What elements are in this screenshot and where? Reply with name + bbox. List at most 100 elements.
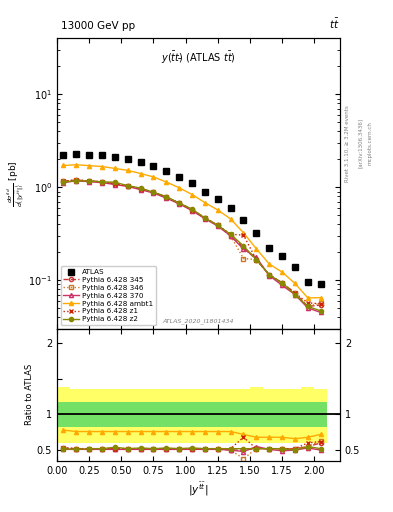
Pythia 6.428 346 bbox=[305, 303, 310, 309]
Pythia 6.428 z2 bbox=[125, 183, 130, 189]
Pythia 6.428 z2 bbox=[87, 178, 92, 184]
Pythia 6.428 ambt1 bbox=[215, 207, 220, 213]
Pythia 6.428 z1 bbox=[190, 207, 195, 213]
Pythia 6.428 z2 bbox=[138, 185, 143, 191]
Pythia 6.428 345 bbox=[74, 177, 79, 183]
Pythia 6.428 z1 bbox=[228, 231, 233, 238]
Pythia 6.428 ambt1 bbox=[61, 162, 66, 168]
Pythia 6.428 z2 bbox=[100, 179, 105, 185]
Pythia 6.428 345 bbox=[292, 290, 297, 296]
Pythia 6.428 346 bbox=[151, 189, 156, 195]
Pythia 6.428 z1 bbox=[305, 300, 310, 306]
Pythia 6.428 345 bbox=[215, 222, 220, 228]
Text: [arXiv:1306.3436]: [arXiv:1306.3436] bbox=[358, 118, 363, 168]
Pythia 6.428 z1 bbox=[100, 179, 105, 185]
Line: Pythia 6.428 345: Pythia 6.428 345 bbox=[61, 178, 323, 309]
Pythia 6.428 z1 bbox=[267, 272, 272, 278]
Pythia 6.428 346 bbox=[125, 183, 130, 189]
Pythia 6.428 z1 bbox=[280, 280, 285, 286]
Pythia 6.428 346 bbox=[177, 200, 182, 206]
Pythia 6.428 346 bbox=[190, 207, 195, 213]
Pythia 6.428 370 bbox=[177, 201, 182, 207]
ATLAS bbox=[151, 163, 156, 169]
Pythia 6.428 ambt1 bbox=[305, 295, 310, 301]
Pythia 6.428 346 bbox=[74, 177, 79, 183]
Pythia 6.428 345 bbox=[138, 186, 143, 192]
Pythia 6.428 z2 bbox=[112, 179, 117, 185]
Pythia 6.428 z2 bbox=[151, 189, 156, 195]
Pythia 6.428 z1 bbox=[164, 194, 169, 200]
Pythia 6.428 370 bbox=[241, 246, 246, 252]
Pythia 6.428 346 bbox=[202, 215, 207, 221]
Pythia 6.428 346 bbox=[61, 178, 66, 184]
Pythia 6.428 345 bbox=[190, 207, 195, 213]
Pythia 6.428 345 bbox=[87, 178, 92, 184]
Line: Pythia 6.428 z2: Pythia 6.428 z2 bbox=[61, 179, 323, 313]
Pythia 6.428 370 bbox=[267, 272, 272, 279]
Pythia 6.428 370 bbox=[151, 190, 156, 196]
Pythia 6.428 370 bbox=[190, 207, 195, 214]
Pythia 6.428 ambt1 bbox=[177, 185, 182, 191]
Pythia 6.428 370 bbox=[292, 291, 297, 297]
Pythia 6.428 345 bbox=[305, 303, 310, 309]
Pythia 6.428 ambt1 bbox=[267, 261, 272, 267]
Pythia 6.428 z1 bbox=[292, 290, 297, 296]
ATLAS bbox=[292, 264, 297, 270]
Pythia 6.428 370 bbox=[280, 282, 285, 288]
Pythia 6.428 z2 bbox=[267, 272, 272, 278]
Y-axis label: Ratio to ATLAS: Ratio to ATLAS bbox=[25, 364, 34, 425]
Pythia 6.428 370 bbox=[61, 180, 66, 186]
Pythia 6.428 z2 bbox=[164, 194, 169, 200]
Pythia 6.428 z1 bbox=[241, 232, 246, 238]
Pythia 6.428 z2 bbox=[280, 280, 285, 286]
Pythia 6.428 370 bbox=[215, 223, 220, 229]
Pythia 6.428 346 bbox=[318, 300, 323, 306]
Pythia 6.428 z2 bbox=[241, 243, 246, 249]
Pythia 6.428 ambt1 bbox=[280, 269, 285, 275]
Pythia 6.428 z2 bbox=[61, 179, 66, 185]
Pythia 6.428 370 bbox=[112, 181, 117, 187]
ATLAS bbox=[87, 152, 92, 158]
Pythia 6.428 370 bbox=[74, 178, 79, 184]
ATLAS bbox=[125, 156, 130, 162]
Line: Pythia 6.428 ambt1: Pythia 6.428 ambt1 bbox=[61, 163, 323, 300]
Pythia 6.428 345 bbox=[254, 257, 259, 263]
Pythia 6.428 370 bbox=[100, 180, 105, 186]
Pythia 6.428 z2 bbox=[202, 215, 207, 221]
Text: Rivet 3.1.10, ≥ 3.2M events: Rivet 3.1.10, ≥ 3.2M events bbox=[345, 105, 350, 182]
Pythia 6.428 345 bbox=[151, 189, 156, 195]
Pythia 6.428 z2 bbox=[215, 222, 220, 228]
Pythia 6.428 ambt1 bbox=[100, 163, 105, 169]
Pythia 6.428 346 bbox=[228, 233, 233, 239]
Pythia 6.428 ambt1 bbox=[87, 162, 92, 168]
Pythia 6.428 345 bbox=[241, 244, 246, 250]
Pythia 6.428 z1 bbox=[138, 186, 143, 192]
ATLAS bbox=[305, 279, 310, 285]
Pythia 6.428 370 bbox=[202, 216, 207, 222]
ATLAS bbox=[138, 159, 143, 165]
ATLAS bbox=[177, 174, 182, 180]
Pythia 6.428 346 bbox=[100, 179, 105, 185]
Pythia 6.428 345 bbox=[228, 233, 233, 239]
X-axis label: $|y^{\bar{t}\bar{t}}|$: $|y^{\bar{t}\bar{t}}|$ bbox=[188, 481, 209, 499]
ATLAS bbox=[254, 230, 259, 237]
ATLAS bbox=[190, 180, 195, 186]
Text: mcplots.cern.ch: mcplots.cern.ch bbox=[367, 121, 373, 165]
Pythia 6.428 z2 bbox=[74, 178, 79, 184]
Pythia 6.428 ambt1 bbox=[228, 216, 233, 222]
Pythia 6.428 345 bbox=[267, 272, 272, 278]
Pythia 6.428 z1 bbox=[112, 181, 117, 187]
Pythia 6.428 346 bbox=[87, 178, 92, 184]
Pythia 6.428 ambt1 bbox=[151, 174, 156, 180]
Pythia 6.428 345 bbox=[61, 178, 66, 184]
ATLAS bbox=[267, 245, 272, 251]
Pythia 6.428 z2 bbox=[305, 303, 310, 309]
Pythia 6.428 ambt1 bbox=[254, 246, 259, 252]
Pythia 6.428 ambt1 bbox=[164, 179, 169, 185]
Pythia 6.428 z1 bbox=[177, 200, 182, 206]
ATLAS bbox=[61, 153, 66, 159]
ATLAS bbox=[74, 151, 79, 157]
Pythia 6.428 z2 bbox=[190, 206, 195, 212]
Pythia 6.428 z1 bbox=[202, 215, 207, 221]
Pythia 6.428 z1 bbox=[215, 222, 220, 228]
